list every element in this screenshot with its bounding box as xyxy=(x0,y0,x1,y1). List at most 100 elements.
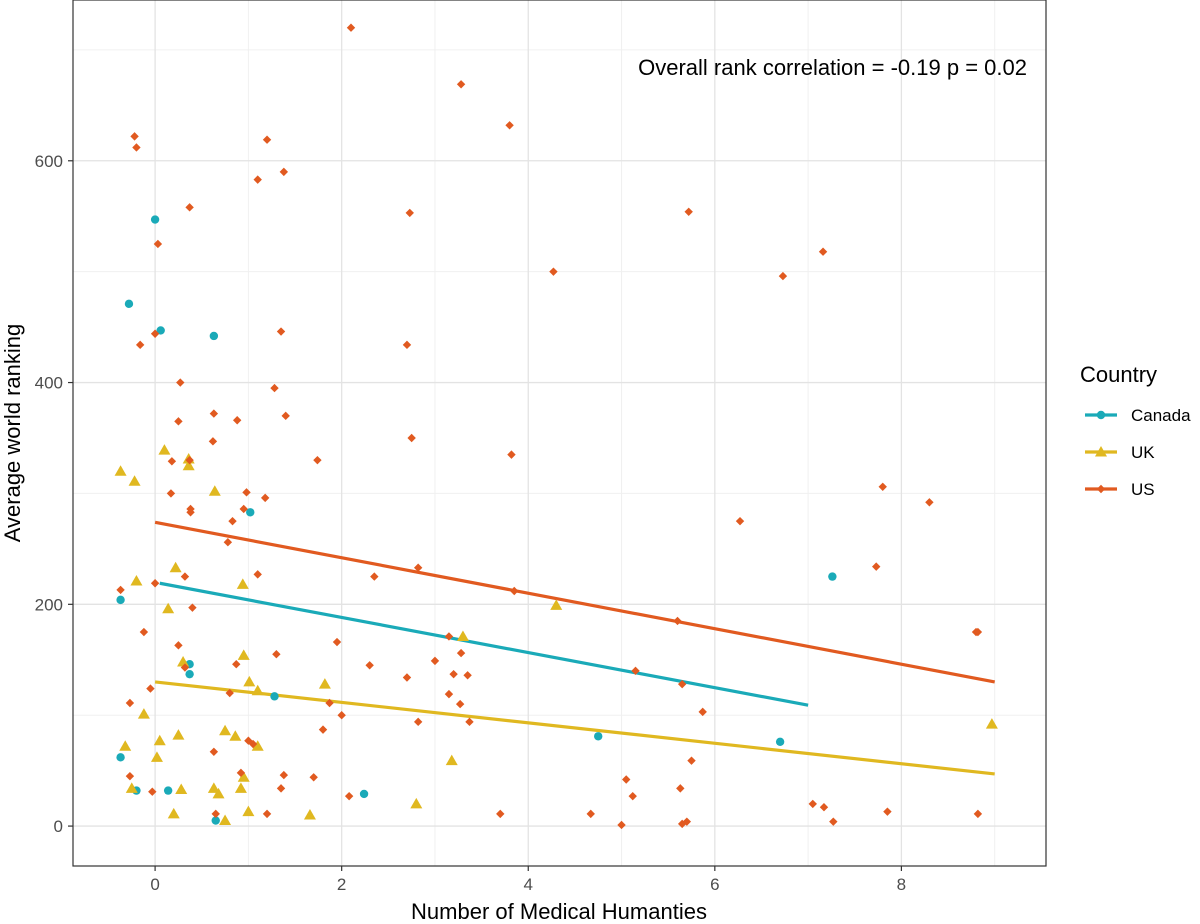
panel-border xyxy=(72,0,1047,867)
canada-point xyxy=(828,572,837,581)
us-point xyxy=(248,739,258,749)
us-point xyxy=(146,684,155,693)
us-point xyxy=(337,710,346,720)
us-point xyxy=(872,562,881,571)
us-point xyxy=(318,725,328,734)
us-point xyxy=(185,455,194,465)
legend-canada-marker xyxy=(1096,410,1106,420)
canada-point xyxy=(359,789,369,799)
uk-point xyxy=(229,730,242,741)
us-point xyxy=(236,768,246,778)
uk-point xyxy=(212,787,225,799)
canada-point xyxy=(163,786,173,795)
us-point xyxy=(135,340,145,350)
x-axis-ticks: 0 2 4 6 8 xyxy=(150,866,906,894)
us-point xyxy=(279,770,289,780)
us-point xyxy=(180,572,190,581)
us-point xyxy=(687,756,696,765)
us-point xyxy=(209,747,219,756)
uk-point xyxy=(137,708,150,719)
us-point xyxy=(682,817,692,826)
us-point xyxy=(150,579,160,588)
canada-point xyxy=(209,331,219,341)
us-point xyxy=(819,803,829,812)
us-point xyxy=(617,820,626,830)
uk-point xyxy=(119,740,132,751)
us-point xyxy=(973,627,983,637)
x-tick-label: 0 xyxy=(150,875,159,894)
uk-point xyxy=(410,797,423,809)
us-point xyxy=(496,809,505,819)
canada-point xyxy=(150,215,160,224)
us-point xyxy=(253,175,262,184)
uk-point xyxy=(125,782,138,793)
us-point xyxy=(185,203,194,212)
us-point xyxy=(677,679,687,689)
us-point xyxy=(116,585,125,595)
x-axis-title: Number of Medical Humanties xyxy=(411,899,707,924)
us-point xyxy=(276,784,286,793)
y-axis-ticks: 0 200 400 600 xyxy=(35,152,73,836)
canada-point xyxy=(594,732,603,741)
us-point xyxy=(223,538,233,547)
us-point xyxy=(262,809,272,819)
legend-title: Country xyxy=(1080,362,1157,387)
us-point xyxy=(211,809,220,819)
uk-point xyxy=(167,807,180,819)
grid-lines xyxy=(73,0,1046,866)
canada-point xyxy=(270,692,279,701)
uk-point xyxy=(219,724,232,736)
canada-point xyxy=(116,753,125,762)
us-point xyxy=(402,673,412,682)
canada-point xyxy=(156,326,165,335)
us-point xyxy=(973,809,983,819)
legend-uk-marker xyxy=(1095,446,1107,457)
us-point xyxy=(505,121,514,130)
us-point xyxy=(344,791,354,801)
us-point xyxy=(510,586,519,596)
us-point xyxy=(139,627,149,637)
us-point xyxy=(260,493,270,503)
data-points xyxy=(114,23,998,830)
us-point xyxy=(465,717,474,727)
uk-point xyxy=(175,783,188,794)
us-point xyxy=(132,143,141,152)
uk-point xyxy=(237,771,250,782)
y-axis-title: Average world ranking xyxy=(0,324,25,543)
us-point xyxy=(166,489,176,498)
us-point xyxy=(444,632,454,641)
us-point xyxy=(402,340,412,350)
us-point xyxy=(208,437,218,446)
uk-point xyxy=(208,485,221,496)
us-point xyxy=(698,707,707,717)
uk-point xyxy=(114,465,127,476)
canada-point xyxy=(775,737,785,747)
x-tick-label: 4 xyxy=(524,875,533,894)
us-point xyxy=(313,455,322,465)
us-point xyxy=(455,699,465,709)
y-tick-label: 400 xyxy=(35,374,63,393)
chart-annotation: Overall rank correlation = -0.19 p = 0.0… xyxy=(638,55,1027,80)
us-point xyxy=(209,409,219,418)
uk-point xyxy=(303,808,316,820)
us-point xyxy=(463,671,472,680)
us-point xyxy=(365,661,374,670)
x-tick-label: 8 xyxy=(897,875,906,894)
us-point xyxy=(176,378,185,387)
us-point xyxy=(167,457,177,466)
us-point xyxy=(405,208,414,218)
us-point xyxy=(735,516,745,526)
us-point xyxy=(325,698,334,708)
us-point xyxy=(279,167,289,177)
uk-point xyxy=(172,729,185,740)
uk-point xyxy=(242,805,255,817)
uk-point xyxy=(236,578,249,589)
us-point xyxy=(180,663,190,672)
uk-point xyxy=(445,754,458,766)
us-point xyxy=(549,267,558,276)
us-point xyxy=(444,689,454,699)
us-point xyxy=(239,504,248,514)
us-point xyxy=(281,411,290,421)
us-point xyxy=(413,717,423,727)
